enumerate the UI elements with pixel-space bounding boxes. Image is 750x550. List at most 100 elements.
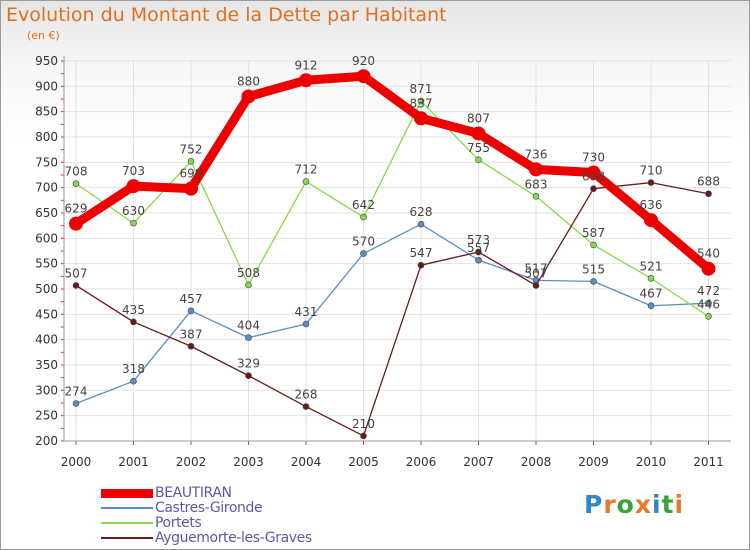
data-point	[302, 178, 310, 185]
series-line-castres-gironde	[75, 223, 710, 405]
data-label: 472	[697, 284, 720, 298]
data-label: 698	[582, 170, 605, 184]
data-label: 274	[65, 385, 88, 399]
data-label: 435	[122, 303, 145, 317]
data-label: 318	[122, 362, 145, 376]
brand-letter: x	[634, 490, 652, 519]
data-label: 630	[122, 204, 145, 218]
brand-letter: o	[616, 490, 635, 519]
legend-swatch	[101, 537, 153, 539]
data-label: 629	[65, 202, 88, 216]
data-label: 703	[122, 164, 145, 178]
data-label: 210	[352, 417, 375, 431]
data-label: 573	[467, 233, 490, 247]
x-tick-label: 2008	[521, 455, 552, 469]
brand-letter: t	[661, 490, 675, 519]
data-point	[130, 377, 137, 385]
data-point	[245, 372, 252, 379]
data-label: 557	[467, 241, 490, 255]
data-label: 570	[352, 235, 375, 249]
data-label: 508	[237, 266, 260, 280]
data-point	[241, 89, 256, 104]
legend-swatch	[101, 522, 153, 524]
data-point	[475, 256, 482, 264]
x-tick-label: 2001	[118, 455, 149, 469]
data-label: 807	[467, 111, 490, 125]
data-point	[126, 179, 141, 194]
data-label: 329	[237, 357, 260, 371]
data-point	[590, 241, 597, 249]
data-point	[705, 190, 712, 198]
data-point	[72, 180, 80, 187]
data-point	[705, 299, 712, 307]
data-point	[72, 282, 80, 289]
y-tick-label: 200	[35, 434, 58, 448]
series-line-ayguemorte-les-graves	[75, 181, 710, 437]
data-point	[360, 250, 367, 257]
x-tick-label: 2005	[348, 455, 379, 469]
data-point	[130, 318, 137, 326]
data-label: 521	[640, 259, 663, 273]
data-label: 710	[640, 164, 663, 178]
data-label: 515	[582, 262, 605, 276]
data-label: 446	[697, 297, 720, 311]
data-point	[187, 158, 195, 165]
brand-letter: r	[603, 490, 617, 519]
y-tick-label: 650	[35, 206, 58, 220]
data-point	[360, 432, 367, 440]
legend-label: Castres-Gironde	[155, 500, 263, 516]
data-point	[69, 216, 83, 231]
data-point	[532, 282, 540, 289]
legend-label: BEAUTIRAN	[155, 485, 232, 501]
y-tick-label: 900	[35, 79, 58, 93]
series-line-beautiran	[71, 71, 713, 274]
data-point	[187, 342, 195, 350]
data-label: 752	[180, 142, 203, 156]
data-point	[417, 97, 425, 105]
x-tick-label: 2004	[291, 455, 322, 469]
y-tick-label: 600	[35, 231, 58, 245]
data-label: 540	[697, 247, 720, 261]
legend-label: Ayguemorte-les-Graves	[155, 530, 312, 546]
data-point	[356, 69, 371, 84]
data-label: 871	[410, 82, 433, 96]
y-tick-label: 400	[35, 333, 58, 347]
data-label: 880	[237, 74, 260, 88]
x-tick-label: 2003	[233, 455, 264, 469]
data-label: 683	[525, 177, 548, 191]
data-point	[414, 111, 428, 126]
data-label: 688	[697, 175, 720, 189]
data-label: 457	[180, 292, 203, 306]
y-tick-label: 750	[35, 155, 58, 169]
data-point	[532, 192, 540, 200]
data-label: 730	[582, 150, 605, 164]
data-label: 431	[295, 305, 318, 319]
brand-logo: Proxiti	[584, 490, 684, 519]
legend-swatch	[101, 507, 153, 509]
legend-swatch	[101, 489, 153, 498]
x-tick-label: 2000	[61, 455, 92, 469]
data-label: 517	[525, 261, 548, 275]
y-tick-label: 350	[35, 358, 58, 372]
series-line-portets	[75, 100, 710, 318]
data-label: 404	[237, 319, 260, 333]
x-tick-label: 2006	[406, 455, 437, 469]
data-point	[647, 275, 655, 282]
data-label: 547	[410, 246, 433, 260]
y-tick-label: 850	[35, 105, 58, 119]
brand-letter: i	[674, 490, 685, 519]
data-label: 507	[525, 266, 548, 280]
data-label: 712	[295, 163, 318, 177]
data-label: 507	[65, 266, 88, 280]
data-point	[590, 278, 597, 285]
data-label: 920	[352, 54, 375, 68]
x-tick-label: 2011	[693, 455, 724, 469]
data-point	[701, 261, 716, 276]
x-tick-label: 2009	[578, 455, 609, 469]
chart-subtitle: (en €)	[27, 29, 60, 42]
y-tick-label: 300	[35, 383, 58, 397]
data-point	[647, 179, 655, 186]
data-label: 628	[410, 205, 433, 219]
